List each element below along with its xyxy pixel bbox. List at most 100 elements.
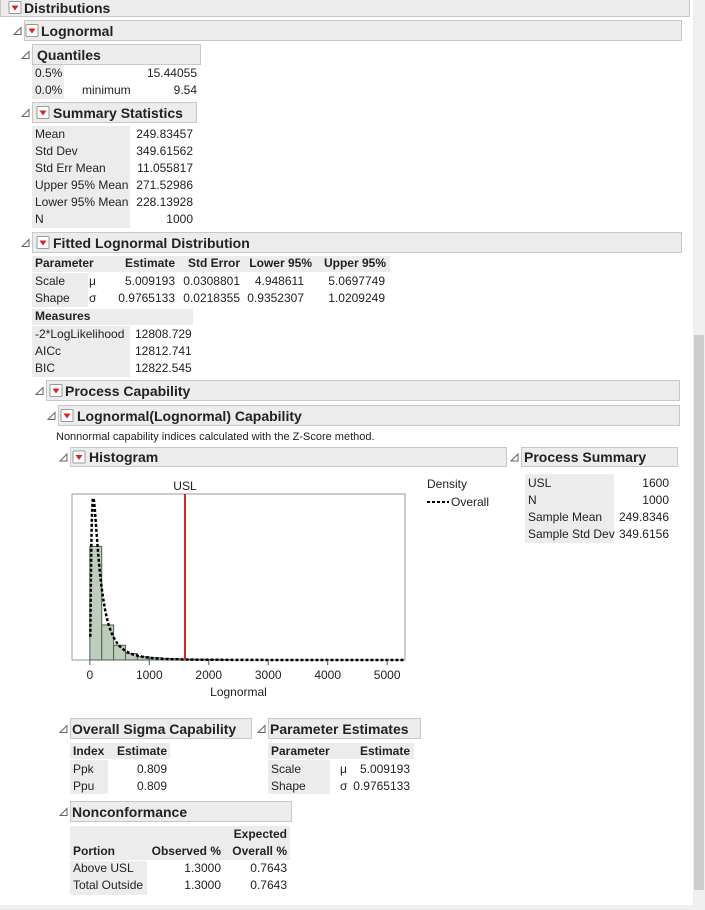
lognormal-capability-header xyxy=(58,405,680,426)
row-label: Shape xyxy=(271,779,306,793)
row-value: 5.0697749 xyxy=(328,274,385,288)
row-label: Std Err Mean xyxy=(35,161,106,175)
usl-label: USL xyxy=(173,479,197,493)
column-header: Estimate xyxy=(359,744,410,758)
disclosure-toggle[interactable] xyxy=(12,26,22,35)
disclosure-toggle[interactable] xyxy=(58,724,68,733)
column-header: Portion xyxy=(73,844,115,858)
row-value: 0.809 xyxy=(136,779,167,793)
x-tick-label: 0 xyxy=(86,668,94,682)
quantiles-title: Quantiles xyxy=(37,46,101,63)
row-value: 1.3000 xyxy=(184,861,221,875)
row-value: 1600 xyxy=(642,476,669,490)
distributions-header xyxy=(0,0,690,17)
row-value: 0.7643 xyxy=(250,861,287,875)
row-value: 12812.741 xyxy=(135,344,192,358)
column-header: Estimate xyxy=(116,744,167,758)
table-header xyxy=(32,309,193,325)
column-header: Parameter xyxy=(35,256,94,270)
row-value: 0.0218355 xyxy=(183,291,240,305)
menu-arrow xyxy=(28,28,36,34)
x-tick-label: 1000 xyxy=(135,668,163,682)
column-header: Estimate xyxy=(124,256,175,270)
x-tick-label: 2000 xyxy=(195,668,223,682)
parameter-estimates-header xyxy=(268,718,421,739)
legend-title: Density xyxy=(427,477,468,491)
overall-sigma-capability-header xyxy=(70,718,252,739)
row-value: 249.8346 xyxy=(618,510,669,524)
disclosure-toggle[interactable] xyxy=(20,108,30,117)
row-label: Ppu xyxy=(73,779,95,793)
disclosure-toggle[interactable] xyxy=(46,411,56,420)
row-label: Upper 95% Mean xyxy=(35,178,129,192)
parameter-estimates-title: Parameter Estimates xyxy=(270,720,409,737)
row-value: 271.52986 xyxy=(136,178,193,192)
disclosure-toggle[interactable] xyxy=(58,807,68,816)
menu-arrow xyxy=(11,5,19,11)
row-value: 0.7643 xyxy=(250,878,287,892)
menu-arrow xyxy=(39,110,47,116)
row-label: Std Dev xyxy=(35,144,78,158)
lognormal-title: Lognormal xyxy=(41,22,114,39)
lognormal-header xyxy=(24,20,682,41)
row-label: Scale xyxy=(35,274,66,288)
overall-sigma-capability-title: Overall Sigma Capability xyxy=(72,720,237,737)
disclosure-toggle[interactable] xyxy=(20,238,30,247)
column-header: Index xyxy=(73,744,105,758)
row-label: N xyxy=(528,493,537,507)
row-value: 249.83457 xyxy=(136,127,193,141)
lognormal-capability-title: Lognormal(Lognormal) Capability xyxy=(77,407,302,424)
row-value: 12808.729 xyxy=(135,327,192,341)
row-label: BIC xyxy=(35,361,56,375)
summary-statistics-title: Summary Statistics xyxy=(53,104,183,121)
label-column xyxy=(32,326,130,377)
row-value: 0.9765133 xyxy=(353,779,410,793)
column-header: Measures xyxy=(35,309,91,323)
menu-arrow xyxy=(39,240,47,246)
row-value: 349.61562 xyxy=(136,144,193,158)
method-note: Nonnormal capability indices calculated … xyxy=(56,431,375,443)
process-capability-title: Process Capability xyxy=(65,382,191,399)
bottom-border xyxy=(0,905,705,910)
row-label: Above USL xyxy=(73,861,134,875)
x-tick-label: 4000 xyxy=(314,668,342,682)
histogram-title: Histogram xyxy=(89,449,159,465)
quantiles-header xyxy=(32,44,201,65)
row-value: 4.948611 xyxy=(254,274,304,288)
row-symbol: μ xyxy=(89,274,96,288)
nonconformance-header xyxy=(70,801,292,822)
label-column xyxy=(32,273,88,307)
x-tick-label: 5000 xyxy=(373,668,401,682)
disclosure-toggle[interactable] xyxy=(34,386,44,395)
row-label: Lower 95% Mean xyxy=(35,195,129,209)
column-header: Overall % xyxy=(232,844,287,858)
menu-arrow xyxy=(63,413,71,419)
row-label: Total Outside xyxy=(73,878,144,892)
menu-arrow xyxy=(52,388,60,394)
row-label: Sample Mean xyxy=(528,510,603,524)
row-value: 11.055817 xyxy=(137,161,193,175)
row-value: 349.6156 xyxy=(618,527,669,541)
label-column xyxy=(70,861,147,895)
row-value: 1.3000 xyxy=(184,878,221,892)
disclosure-toggle[interactable] xyxy=(20,50,30,59)
column-header: Lower 95% xyxy=(249,256,312,270)
disclosure-toggle[interactable] xyxy=(58,452,68,462)
row-label: Mean xyxy=(35,127,66,141)
process-capability-header xyxy=(46,380,680,401)
label-column xyxy=(268,760,330,794)
histogram-header xyxy=(70,447,507,467)
row-label: 0.0% xyxy=(35,83,63,97)
label-column xyxy=(525,474,614,543)
row-symbol: σ xyxy=(340,779,348,793)
process-summary-title: Process Summary xyxy=(524,449,647,465)
menu-arrow xyxy=(75,455,83,460)
table-header xyxy=(268,743,414,759)
disclosure-toggle[interactable] xyxy=(256,724,266,733)
column-header: Parameter xyxy=(271,744,330,758)
disclosure-toggle[interactable] xyxy=(509,452,519,462)
column-header: Std Error xyxy=(187,256,240,270)
